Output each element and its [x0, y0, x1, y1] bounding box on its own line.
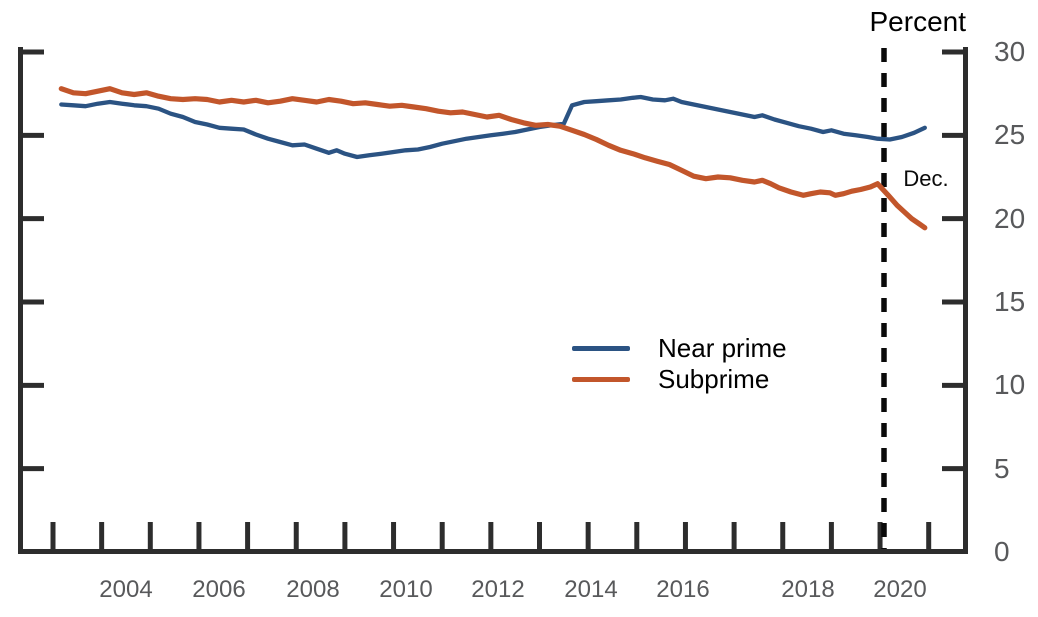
y-axis-label-30: 30: [994, 35, 1026, 67]
y-axis-title: Percent: [869, 6, 967, 37]
legend-label-near-prime: Near prime: [658, 333, 787, 363]
x-axis-label-2018: 2018: [781, 576, 835, 603]
near-prime-line-swatch: [572, 346, 630, 351]
y-axis-label-0: 0: [994, 536, 1010, 567]
x-axis-label-2010: 2010: [379, 576, 433, 603]
x-axis-label-2004: 2004: [99, 576, 153, 603]
legend: Near prime Subprime: [572, 333, 832, 395]
legend-label-subprime: Subprime: [658, 364, 770, 394]
dec-annotation: Dec.: [903, 166, 949, 191]
x-axis-label-2008: 2008: [286, 576, 340, 603]
x-axis-label-2020: 2020: [873, 576, 927, 603]
y-axis-label-25: 25: [994, 119, 1026, 151]
y-axis-label-10: 10: [994, 369, 1026, 401]
x-axis-label-2006: 2006: [192, 576, 246, 603]
near-prime-line: [59, 94, 927, 160]
subprime-line: [58, 86, 928, 231]
subprime-line-swatch: [572, 377, 630, 382]
x-axis-label-2012: 2012: [471, 576, 525, 603]
legend-item-near-prime: Near prime: [572, 333, 832, 364]
y-axis-label-20: 20: [994, 202, 1026, 234]
y-axis-label-5: 5: [994, 452, 1010, 484]
x-axis-label-2016: 2016: [656, 576, 710, 603]
y-axis-label-15: 15: [994, 285, 1026, 317]
x-axis-label-2014: 2014: [564, 576, 618, 603]
legend-item-subprime: Subprime: [572, 364, 832, 395]
